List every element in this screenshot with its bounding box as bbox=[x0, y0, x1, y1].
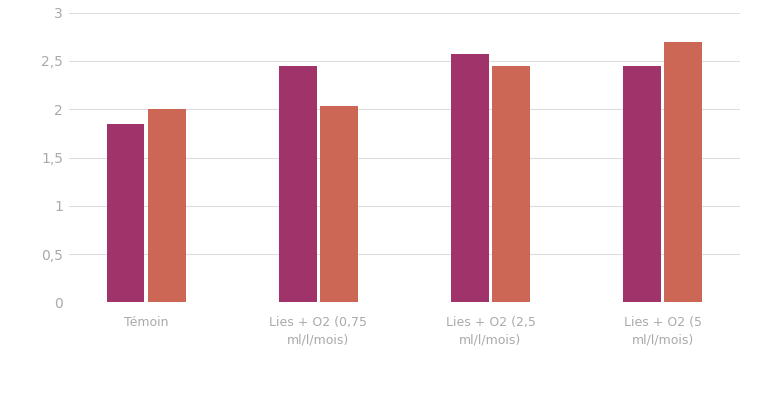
Bar bbox=[665, 42, 702, 302]
Bar bbox=[278, 66, 317, 302]
Bar bbox=[492, 66, 530, 302]
Bar bbox=[623, 66, 661, 302]
Bar bbox=[148, 109, 185, 302]
Bar bbox=[451, 54, 489, 302]
Bar bbox=[107, 123, 144, 302]
Bar bbox=[320, 106, 358, 302]
